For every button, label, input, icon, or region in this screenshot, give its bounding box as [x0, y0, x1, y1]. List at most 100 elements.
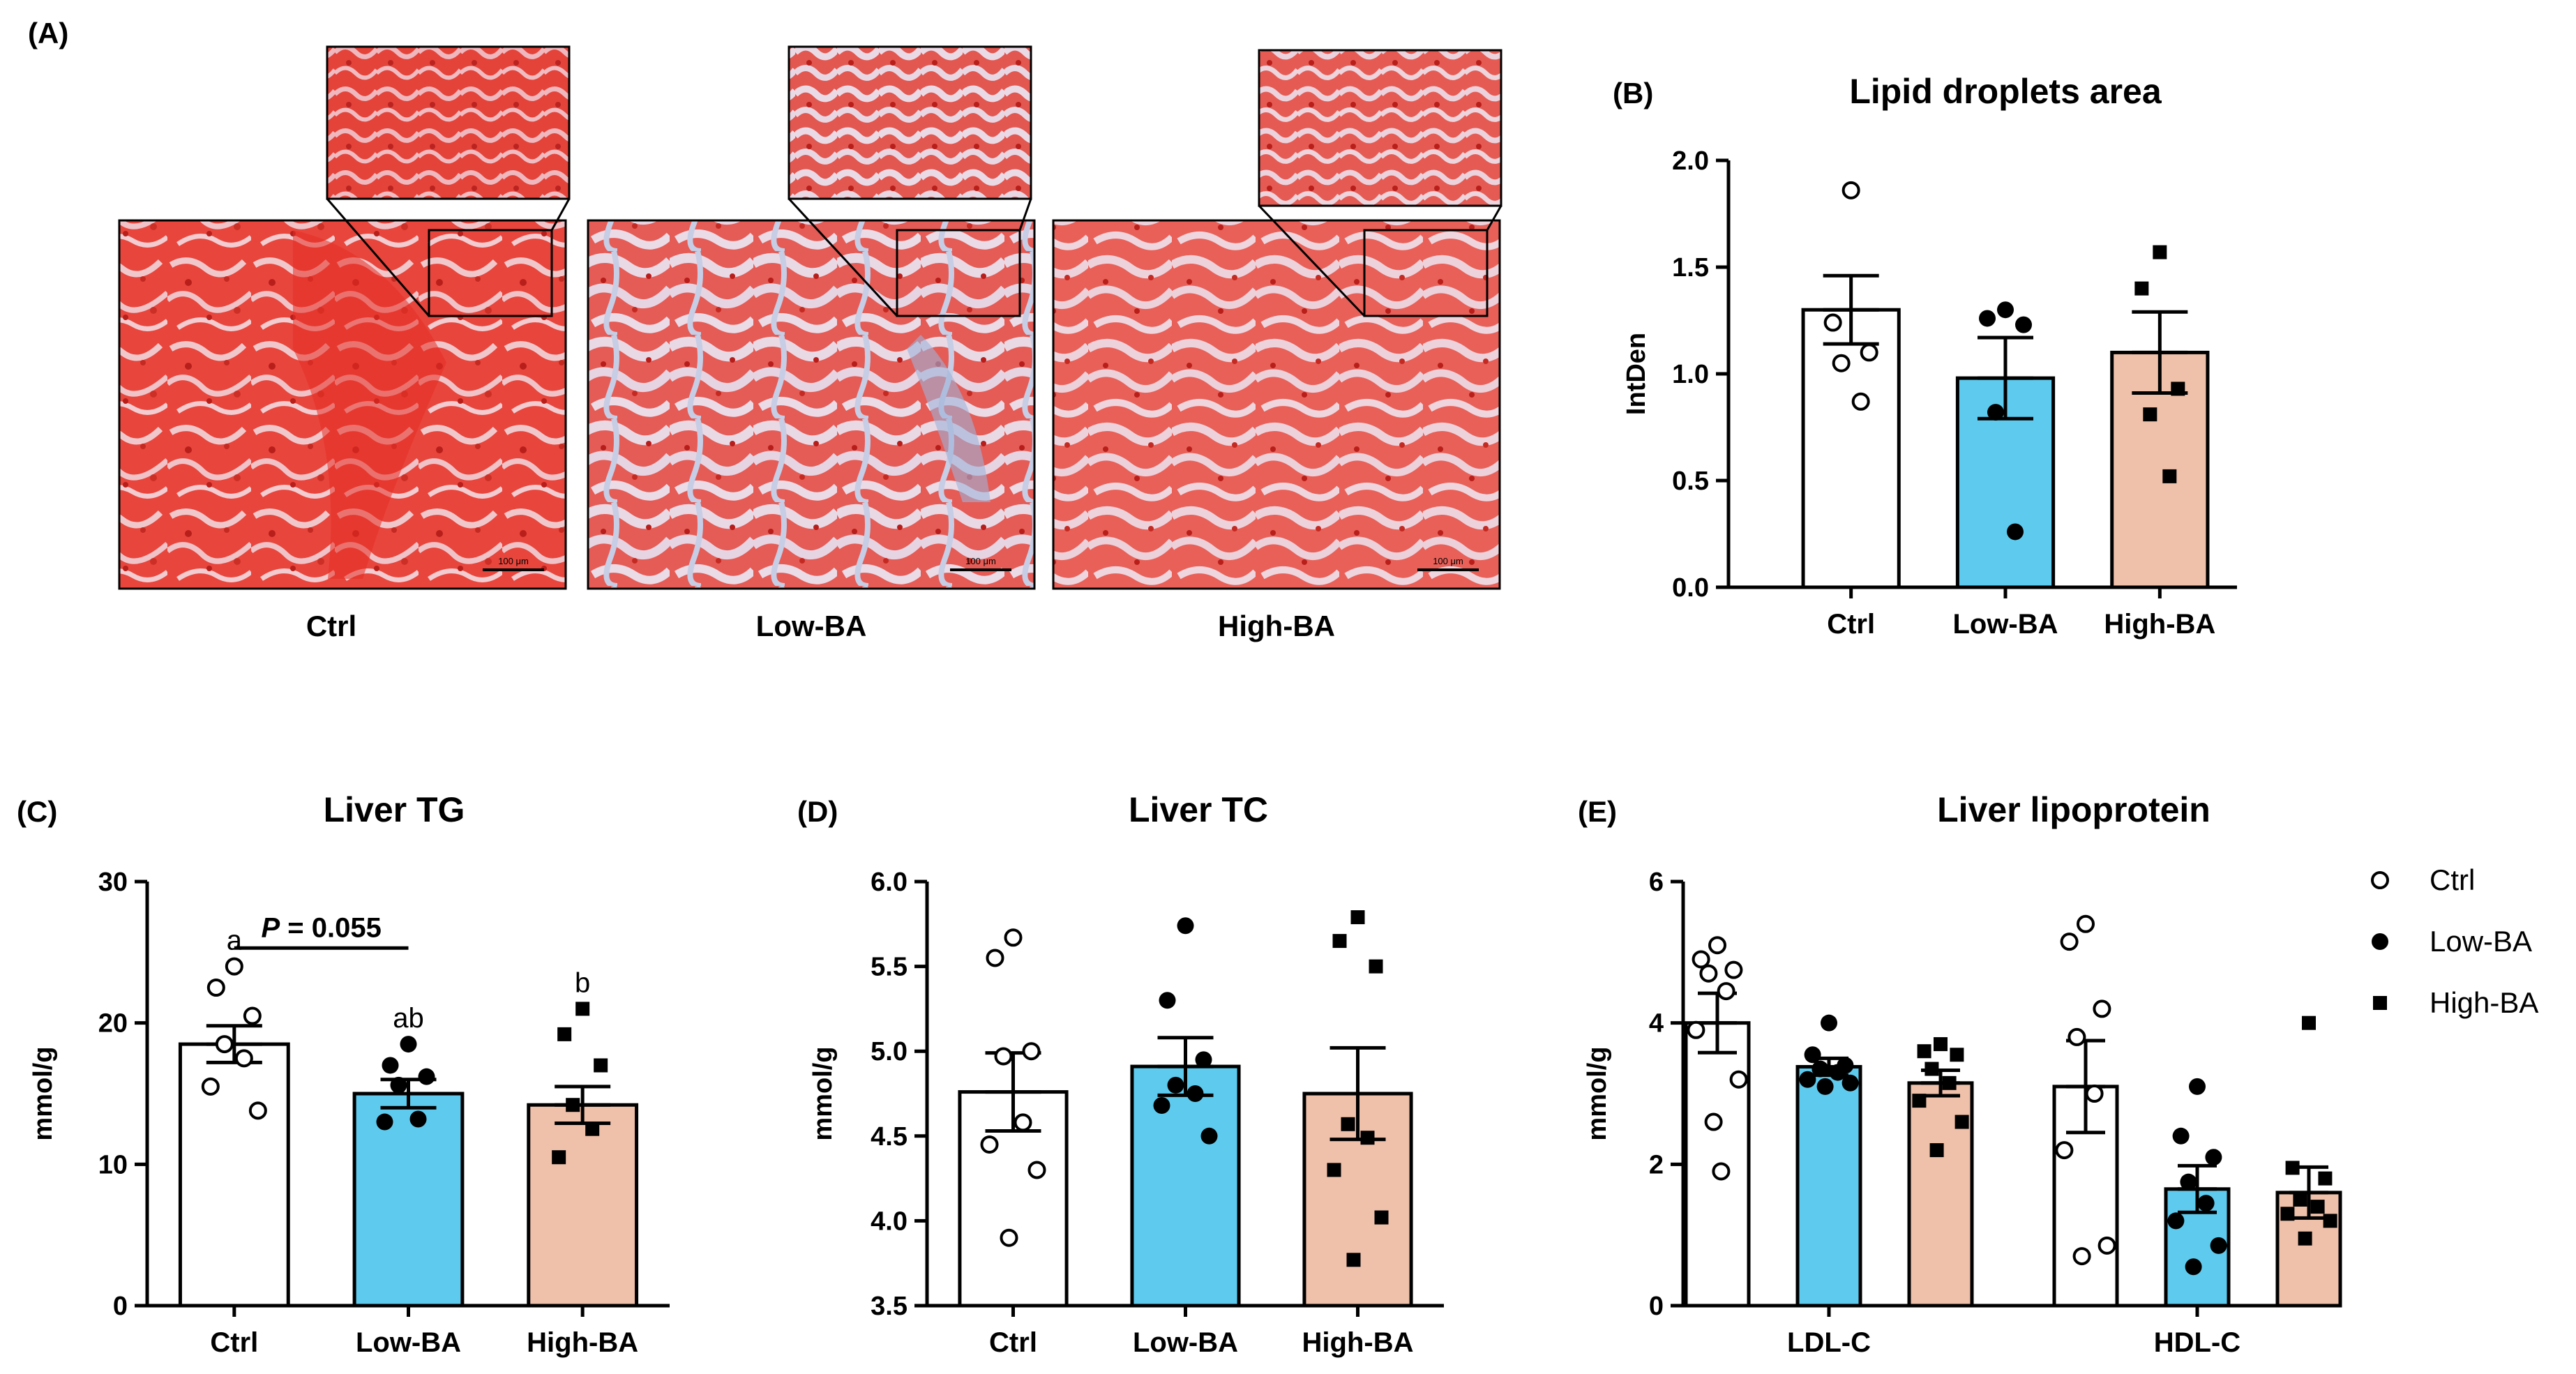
point-e-high-ba-hdl-c — [2293, 1193, 2307, 1207]
point-d-high-ba — [1341, 1117, 1355, 1131]
panel-e-chart: (E) Liver lipoprotein mmol/g 0 2 4 6 LDL-C HDL-C… — [1578, 790, 2538, 1358]
point-e-high-ba-ldl-c — [1925, 1062, 1939, 1076]
point-c-high-ba — [585, 1122, 600, 1136]
point-e-high-ba-ldl-c — [1929, 1143, 1944, 1158]
point-b-high-ba — [2162, 469, 2177, 483]
chart-b-ytick-label: 1.0 — [1672, 360, 1709, 389]
point-d-ctrl — [1027, 1161, 1046, 1179]
inset-connector-high-ba-left — [1258, 204, 1366, 317]
bar-d-low-ba — [1130, 1064, 1241, 1308]
inset-box-high-ba — [1363, 229, 1489, 317]
point-e-ctrl-ldl-c — [1704, 1112, 1723, 1131]
inset-connector-ctrl-right — [550, 198, 571, 231]
chart-e-ylabel: mmol/g — [1583, 1046, 1612, 1140]
inset-connector-high-ba-right — [1486, 205, 1502, 231]
panel-b-chart: (B) Lipid droplets area IntDen 0.0 0.5 1.0 1.5… — [1613, 72, 2237, 640]
micrograph-ctrl-darkzone — [293, 230, 446, 579]
micrograph-low-ba-image — [587, 219, 1036, 590]
chart-b-ytick-label: 1.5 — [1672, 253, 1709, 282]
chart-b-xtick-label: High-BA — [2104, 609, 2215, 640]
point-c-ctrl — [234, 1049, 253, 1068]
point-e-low-ba-ldl-c — [1804, 1046, 1821, 1064]
point-c-ctrl — [248, 1101, 267, 1120]
point-e-low-ba-ldl-c — [1841, 1074, 1859, 1092]
chart-c-ytick-label: 30 — [98, 868, 128, 897]
chart-c-ytick-label: 20 — [98, 1009, 128, 1039]
chart-d-ytick-label: 6.0 — [871, 868, 907, 897]
micrograph-low-ba: 100 μm Low-BA — [587, 45, 1036, 642]
point-c-low-ba — [382, 1057, 399, 1074]
chart-b-xtick-label: Low-BA — [1952, 609, 2058, 640]
chart-e-ytick-label: 4 — [1649, 1009, 1664, 1039]
point-d-high-ba — [1332, 934, 1347, 949]
point-e-ctrl-ldl-c — [1712, 1162, 1731, 1181]
point-e-high-ba-ldl-c — [1934, 1037, 1948, 1052]
chart-d-xtick-label: High-BA — [1302, 1327, 1414, 1358]
point-e-ctrl-hdl-c — [2093, 999, 2111, 1018]
point-d-ctrl — [980, 1135, 999, 1154]
point-e-ctrl-ldl-c — [1687, 1020, 1705, 1039]
significance-letter-c: a — [227, 926, 243, 956]
point-e-low-ba-ldl-c — [1799, 1071, 1816, 1088]
chart-d-xtick-label: Ctrl — [989, 1327, 1037, 1358]
chart-e-ytick-label: 2 — [1649, 1150, 1664, 1179]
point-e-ctrl-hdl-c — [2097, 1236, 2116, 1255]
chart-c-title: Liver TG — [324, 790, 465, 829]
point-b-ctrl — [1860, 343, 1878, 362]
legend-marker-high-ba — [2373, 996, 2387, 1010]
point-e-low-ba-hdl-c — [2210, 1237, 2227, 1254]
point-b-high-ba — [2171, 382, 2185, 396]
point-e-low-ba-hdl-c — [2167, 1212, 2185, 1230]
chart-b-title: Lipid droplets area — [1849, 72, 2162, 111]
point-d-ctrl — [986, 949, 1004, 967]
chart-e-ytick-label: 6 — [1649, 868, 1664, 897]
point-b-low-ba — [1997, 301, 2014, 319]
inset-connector-low-ba-right — [1018, 198, 1032, 231]
point-e-high-ba-hdl-c — [2310, 1200, 2325, 1214]
zoom-inset-high-ba — [1258, 49, 1502, 207]
point-c-low-ba — [418, 1068, 435, 1085]
point-b-ctrl — [1832, 354, 1851, 372]
panel-a: (A) 100 μm Ctrl 100 μm Low-BA — [28, 17, 1502, 642]
point-e-ctrl-hdl-c — [2077, 914, 2095, 933]
point-c-high-ba — [566, 1098, 580, 1112]
chart-c-xtick-label: Ctrl — [210, 1327, 258, 1358]
point-c-ctrl — [215, 1035, 234, 1054]
bar-c-ctrl — [178, 1042, 290, 1308]
point-e-high-ba-hdl-c — [2318, 1171, 2333, 1186]
point-d-ctrl — [994, 1047, 1013, 1066]
inset-connector-low-ba-left — [788, 197, 898, 317]
micrograph-low-ba-bluezone — [907, 335, 991, 502]
point-c-ctrl — [206, 979, 225, 997]
point-e-low-ba-ldl-c — [1821, 1014, 1837, 1032]
point-e-high-ba-ldl-c — [1950, 1048, 1964, 1062]
chart-c-xtick-label: Low-BA — [356, 1327, 461, 1358]
chart-d-ytick-label: 4.0 — [871, 1207, 907, 1236]
panel-a-label: (A) — [28, 17, 68, 50]
point-e-low-ba-ldl-c — [1816, 1078, 1834, 1095]
point-d-high-ba — [1360, 1131, 1375, 1145]
panel-d-chart: (D) Liver TC mmol/g 3.5 4.0 4.5 5.0 5.5 6.0 Ctrl L… — [797, 790, 1444, 1358]
scale-bar-low-ba-label: 100 μm — [965, 556, 996, 566]
point-d-low-ba — [1200, 1127, 1218, 1145]
chart-d-ytick-label: 5.0 — [871, 1037, 907, 1066]
point-c-high-ba — [552, 1150, 566, 1165]
point-c-low-ba — [390, 1076, 407, 1094]
point-b-ctrl — [1851, 392, 1870, 411]
chart-b-ytick-label: 0.0 — [1672, 573, 1709, 603]
point-e-low-ba-hdl-c — [2172, 1127, 2190, 1145]
micrograph-high-ba-caption: High-BA — [1218, 610, 1335, 642]
point-e-low-ba-hdl-c — [2189, 1078, 2206, 1095]
bar-c-low-ba — [352, 1092, 465, 1308]
point-d-low-ba — [1167, 1076, 1184, 1094]
legend-label-high-ba: High-BA — [2430, 986, 2538, 1019]
point-d-high-ba — [1374, 1210, 1389, 1225]
point-d-high-ba — [1350, 910, 1365, 925]
point-d-ctrl — [1004, 928, 1023, 947]
bar-b-ctrl — [1801, 308, 1901, 589]
point-e-ctrl-hdl-c — [2072, 1247, 2091, 1266]
chart-c-ytick-label: 0 — [113, 1292, 128, 1321]
point-d-low-ba — [1195, 1051, 1212, 1069]
bar-c-high-ba — [527, 1103, 639, 1308]
chart-b-ylabel: IntDen — [1622, 333, 1651, 415]
